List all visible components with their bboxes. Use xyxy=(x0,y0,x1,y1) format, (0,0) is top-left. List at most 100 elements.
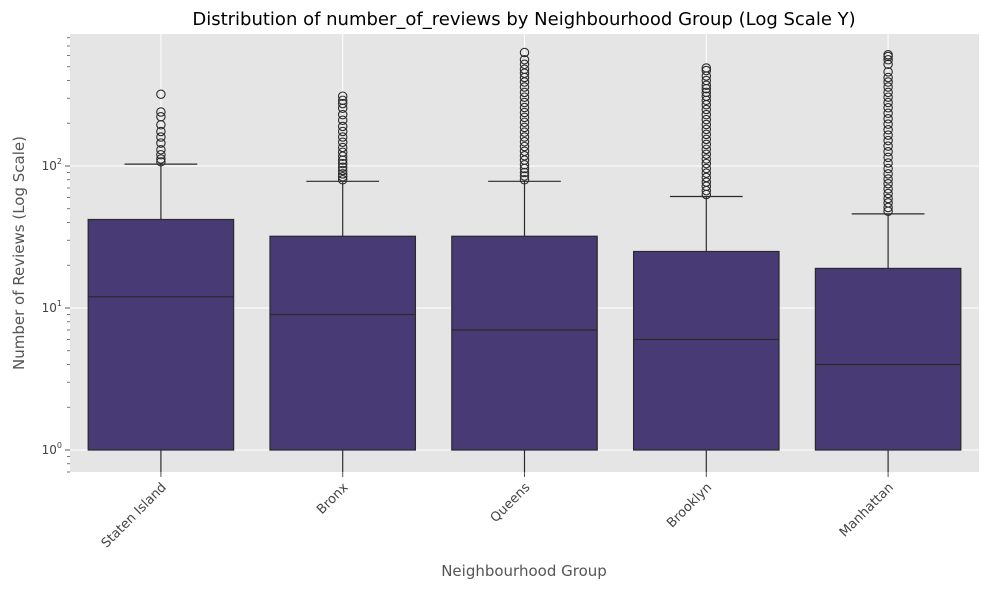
outlier-point xyxy=(156,89,166,99)
outlier-point xyxy=(883,174,893,184)
outlier-point xyxy=(519,160,530,170)
outlier-point xyxy=(156,112,166,122)
x-tick-label: Bronx xyxy=(314,480,352,518)
outlier-point xyxy=(701,114,712,125)
outlier-point xyxy=(883,198,893,208)
outlier-point xyxy=(883,82,893,92)
outlier-point xyxy=(883,114,893,124)
outlier-point xyxy=(519,167,530,178)
outlier-point xyxy=(701,124,712,135)
outlier-point xyxy=(701,119,712,130)
outlier-point xyxy=(883,124,893,135)
outlier-point xyxy=(519,82,530,92)
outlier-point xyxy=(337,91,348,101)
outlier-point xyxy=(519,47,530,58)
box-iqr xyxy=(451,235,598,451)
outlier-point xyxy=(156,145,166,155)
outlier-point xyxy=(883,59,893,70)
outlier-point xyxy=(701,139,712,150)
outlier-point xyxy=(519,59,530,70)
x-tick-label: Brooklyn xyxy=(664,480,715,531)
outlier-point xyxy=(883,72,893,83)
outlier-point xyxy=(519,117,530,128)
outlier-point xyxy=(156,149,166,160)
outlier-point xyxy=(519,87,530,98)
outlier-point xyxy=(337,165,348,176)
outlier-point xyxy=(337,158,348,169)
outlier-point xyxy=(337,98,348,109)
outlier-point xyxy=(883,193,893,204)
outlier-point xyxy=(519,132,530,142)
outlier-point xyxy=(883,119,893,129)
outlier-point xyxy=(519,64,530,74)
outlier-point xyxy=(519,112,530,123)
outlier-point xyxy=(701,144,712,155)
outlier-point xyxy=(883,152,893,163)
box-iqr xyxy=(814,267,962,451)
outlier-point xyxy=(701,104,712,115)
y-tick-label: 102 xyxy=(42,157,62,173)
x-tick-label: Queens xyxy=(488,480,534,526)
box-iqr xyxy=(87,218,235,451)
outlier-point xyxy=(883,97,893,108)
outlier-point xyxy=(519,146,530,156)
outlier-point xyxy=(701,129,712,140)
outlier-point xyxy=(156,157,166,167)
outlier-point xyxy=(337,121,348,132)
box-iqr xyxy=(269,235,417,451)
outlier-point xyxy=(519,92,530,102)
outlier-point xyxy=(883,169,893,179)
outlier-point xyxy=(519,137,530,147)
outlier-point xyxy=(519,107,530,118)
x-tick-label: Manhattan xyxy=(837,480,897,540)
outlier-point xyxy=(156,107,166,117)
outlier-point xyxy=(519,151,530,161)
x-tick-label: Staten Island xyxy=(99,480,170,551)
outlier-point xyxy=(519,174,530,185)
outlier-point xyxy=(701,158,712,169)
outlier-point xyxy=(701,172,712,183)
outlier-point xyxy=(883,141,893,151)
outlier-point xyxy=(337,162,348,172)
outlier-point xyxy=(883,184,893,194)
outlier-point xyxy=(701,109,712,120)
outlier-point xyxy=(701,87,712,98)
outlier-point xyxy=(701,80,712,91)
outlier-point xyxy=(701,75,712,86)
y-tick-label: 100 xyxy=(42,441,62,457)
outlier-point xyxy=(883,158,893,168)
outlier-point xyxy=(156,138,166,148)
outlier-point xyxy=(519,171,530,181)
outlier-point xyxy=(883,50,893,60)
outlier-point xyxy=(337,95,348,106)
outlier-point xyxy=(519,127,530,137)
outlier-point xyxy=(701,168,712,178)
outlier-point xyxy=(883,54,893,65)
outlier-point xyxy=(883,130,893,140)
outlier-point xyxy=(883,87,893,98)
outlier-point xyxy=(701,91,712,101)
outlier-point xyxy=(337,115,348,125)
outlier-point xyxy=(337,169,348,179)
outlier-point xyxy=(337,126,348,137)
box-iqr xyxy=(632,250,780,451)
outlier-point xyxy=(337,132,348,142)
outlier-point xyxy=(337,171,348,182)
x-axis-label: Neighbourhood Group xyxy=(441,562,607,580)
outlier-point xyxy=(883,77,893,87)
outlier-point xyxy=(883,108,893,119)
outlier-point xyxy=(337,137,348,147)
outlier-point xyxy=(156,154,166,164)
outlier-point xyxy=(883,178,893,189)
outlier-point xyxy=(883,146,893,157)
outlier-point xyxy=(883,202,893,213)
outlier-point xyxy=(337,142,348,153)
y-tick-label: 101 xyxy=(42,299,62,315)
outlier-point xyxy=(701,65,712,76)
chart-title: Distribution of number_of_reviews by Nei… xyxy=(192,9,855,30)
plot-area: 100 101 102 Staten Island Bronx Queens Brookly… xyxy=(42,34,979,551)
outlier-point xyxy=(519,102,530,113)
outlier-point xyxy=(883,67,893,77)
